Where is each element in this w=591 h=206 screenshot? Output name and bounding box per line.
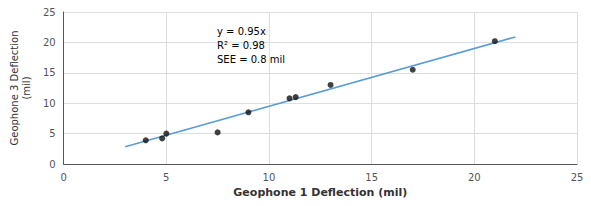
svg-text:Geophone 3 Deflection: Geophone 3 Deflection [9, 31, 20, 146]
svg-text:15: 15 [365, 172, 378, 183]
svg-text:0: 0 [49, 159, 55, 170]
svg-text:5: 5 [49, 128, 55, 139]
svg-text:20: 20 [43, 37, 56, 48]
svg-text:5: 5 [163, 172, 169, 183]
svg-text:(mil): (mil) [21, 76, 32, 99]
svg-text:Geophone 1 Deflection (mil): Geophone 1 Deflection (mil) [233, 186, 407, 199]
svg-text:25: 25 [571, 172, 584, 183]
svg-text:0: 0 [60, 172, 66, 183]
svg-text:20: 20 [468, 172, 481, 183]
svg-text:R² = 0.98: R² = 0.98 [217, 40, 265, 51]
svg-text:15: 15 [43, 67, 56, 78]
svg-text:25: 25 [43, 7, 56, 18]
svg-text:10: 10 [263, 172, 276, 183]
svg-text:y = 0.95x: y = 0.95x [217, 26, 266, 37]
svg-text:10: 10 [43, 98, 56, 109]
svg-text:SEE = 0.8 mil: SEE = 0.8 mil [217, 54, 285, 65]
